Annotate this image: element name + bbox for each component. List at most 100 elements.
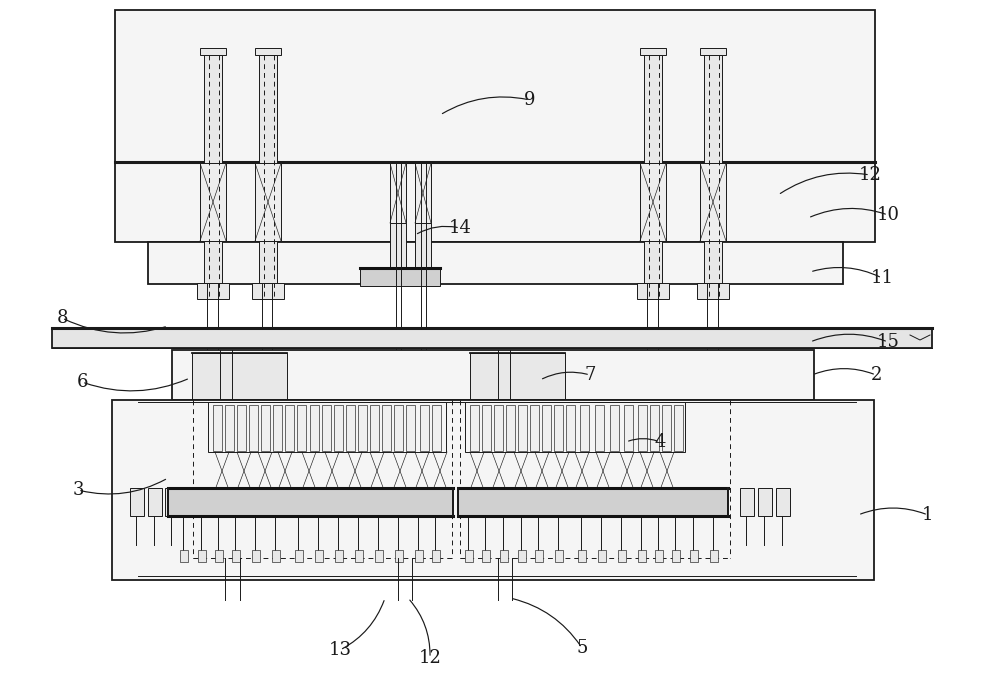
Bar [700, 48, 726, 55]
Bar [315, 550, 323, 562]
Bar [415, 223, 431, 281]
Bar [259, 55, 277, 163]
Bar [322, 405, 331, 451]
Bar [249, 405, 258, 451]
Bar [200, 48, 226, 55]
Bar [637, 283, 669, 299]
Text: 12: 12 [859, 166, 881, 184]
Bar [644, 241, 662, 283]
Bar [215, 550, 223, 562]
Bar [112, 400, 874, 580]
Bar [690, 550, 698, 562]
Bar [578, 550, 586, 562]
Bar [213, 405, 222, 451]
Bar [252, 550, 260, 562]
Bar [273, 405, 282, 451]
Bar [432, 550, 440, 562]
Bar [674, 405, 683, 451]
Bar [710, 550, 718, 562]
Bar [458, 488, 728, 516]
Text: 9: 9 [524, 91, 536, 109]
Bar [554, 405, 563, 451]
Bar [500, 550, 508, 562]
Bar [470, 405, 479, 451]
Bar [180, 550, 188, 562]
Bar [115, 10, 875, 162]
Bar [394, 405, 403, 451]
Bar [700, 163, 726, 241]
Bar [375, 550, 383, 562]
Bar [355, 550, 363, 562]
Bar [197, 283, 229, 299]
Bar [704, 55, 722, 163]
Bar [415, 550, 423, 562]
Bar [225, 405, 234, 451]
Bar [482, 405, 491, 451]
Bar [165, 488, 179, 516]
Bar [406, 405, 415, 451]
Text: 3: 3 [72, 481, 84, 499]
Bar [272, 550, 280, 562]
Bar [390, 223, 406, 281]
Text: 14: 14 [449, 219, 471, 237]
Bar [395, 550, 403, 562]
Bar [640, 48, 666, 55]
Text: 6: 6 [76, 373, 88, 391]
Bar [148, 242, 843, 284]
Bar [758, 488, 772, 516]
Bar [115, 162, 875, 242]
Bar [566, 405, 575, 451]
Text: 4: 4 [654, 433, 666, 451]
Text: 11: 11 [870, 269, 894, 287]
Bar [535, 550, 543, 562]
Bar [204, 55, 222, 163]
Bar [506, 405, 515, 451]
Bar [200, 163, 226, 241]
Bar [638, 550, 646, 562]
Bar [638, 405, 647, 451]
Bar [482, 550, 490, 562]
Bar [530, 405, 539, 451]
Text: 5: 5 [576, 639, 588, 657]
Bar [192, 353, 287, 400]
Bar [465, 402, 685, 452]
Bar [232, 550, 240, 562]
Text: 8: 8 [56, 309, 68, 327]
Bar [465, 550, 473, 562]
Bar [704, 241, 722, 283]
Bar [334, 405, 343, 451]
Bar [310, 405, 319, 451]
Text: 1: 1 [922, 506, 934, 524]
Bar [662, 405, 671, 451]
Bar [261, 405, 270, 451]
Bar [595, 405, 604, 451]
Bar [52, 328, 932, 348]
Bar [518, 405, 527, 451]
Text: 7: 7 [584, 366, 596, 384]
Bar [390, 163, 406, 223]
Bar [130, 488, 144, 516]
Bar [432, 405, 441, 451]
Text: 15: 15 [877, 333, 899, 351]
Bar [358, 405, 367, 451]
Bar [470, 353, 565, 400]
Bar [346, 405, 355, 451]
Bar [198, 550, 206, 562]
Bar [644, 55, 662, 163]
Bar [168, 488, 453, 516]
Bar [335, 550, 343, 562]
Bar [382, 405, 391, 451]
Bar [542, 405, 551, 451]
Bar [252, 283, 284, 299]
Bar [237, 405, 246, 451]
Bar [285, 405, 294, 451]
Bar [148, 488, 162, 516]
Text: 10: 10 [876, 206, 900, 224]
Bar [204, 241, 222, 283]
Bar [295, 550, 303, 562]
Bar [740, 488, 754, 516]
Bar [776, 488, 790, 516]
Bar [370, 405, 379, 451]
Bar [259, 241, 277, 283]
Bar [580, 405, 589, 451]
